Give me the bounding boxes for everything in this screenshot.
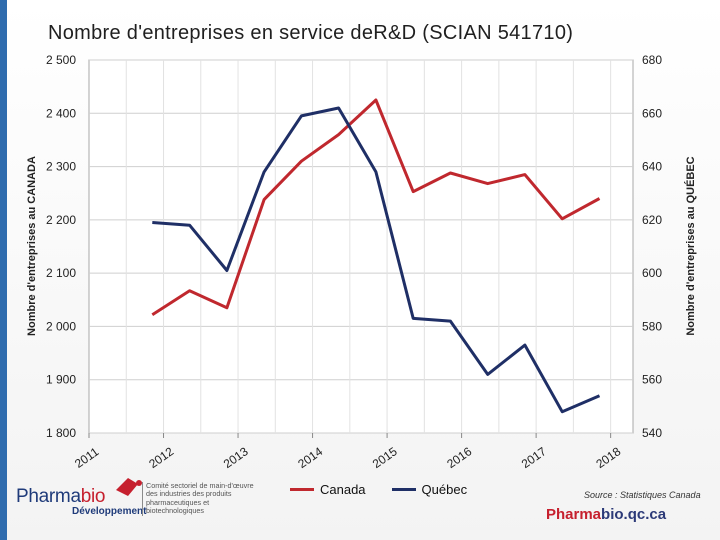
y-right-tick-label: 560 [642,373,662,387]
pharmabio-logo: Pharmabio Développement Comité sectoriel… [14,476,254,520]
x-tick-label: 2016 [444,444,474,471]
y-left-tick-label: 2 000 [46,319,76,333]
x-tick-label: 2014 [295,444,325,471]
site-part1: Pharma [546,506,602,523]
source-note: Source : Statistiques Canada [584,490,701,500]
legend-item-quebec: Québec [391,482,468,497]
logo-word1: Pharma [16,486,81,507]
y-right-tick-label: 660 [642,106,662,120]
y-right-tick-label: 600 [642,266,662,280]
logo-word2: bio [80,486,106,507]
legend-label-quebec: Québec [421,482,468,497]
y-right-tick-label: 540 [642,426,662,440]
gridlines [89,59,633,434]
y-right-tick-label: 680 [642,53,662,67]
chart-title: Nombre d'entreprises en service deR&D (S… [48,22,574,44]
y-left-ticks: 1 800 1 900 2 000 2 100 2 200 2 300 2 400 2 500 [46,53,76,440]
y-right-ticks: 540 560 580 600 620 640 660 680 [642,53,662,440]
x-ticks: 2011 2012 2013 2014 2015 2016 2017 2018 [72,433,624,471]
y-left-tick-label: 2 300 [46,160,76,174]
y-left-tick-label: 2 500 [46,53,76,67]
x-tick-label: 2011 [72,444,101,470]
logo-divider [142,482,143,516]
y-left-axis-label: Nombre d'entreprises au CANADA [26,156,38,336]
legend-item-canada: Canada [290,482,366,497]
y-right-tick-label: 580 [642,319,662,333]
x-tick-label: 2013 [221,444,251,471]
x-tick-label: 2015 [370,444,400,471]
y-left-tick-label: 2 100 [46,266,76,280]
y-right-tick-label: 640 [642,160,662,174]
plot-area [88,59,634,434]
series-line-canada [151,98,601,316]
legend-label-canada: Canada [320,482,366,497]
x-tick-label: 2012 [146,444,176,471]
x-tick-label: 2018 [593,444,623,471]
series-lines [151,98,601,414]
legend: Canada Québec [290,482,467,497]
site-part2: bio.qc.ca [601,506,667,523]
logo-mark-icon [116,478,142,496]
website-link[interactable]: Pharmabio.qc.ca [546,506,666,523]
y-left-tick-label: 2 200 [46,213,76,227]
left-accent-band [0,0,7,540]
y-right-tick-label: 620 [642,213,662,227]
y-left-tick-label: 1 800 [46,426,76,440]
legend-swatch-quebec [391,488,416,491]
logo-subtitle: Développement [72,506,147,517]
y-right-axis-label: Nombre d'entreprises au QUÉBEC [684,156,697,335]
y-left-tick-label: 2 400 [46,106,76,120]
logo-wordmark: Pharmabio [16,486,106,508]
y-left-tick-label: 1 900 [46,373,76,387]
x-tick-label: 2017 [519,444,549,471]
series-line-quebec [152,106,601,414]
logo-description: Comité sectoriel de main-d'œuvre des ind… [146,481,254,516]
legend-swatch-canada [290,488,314,491]
